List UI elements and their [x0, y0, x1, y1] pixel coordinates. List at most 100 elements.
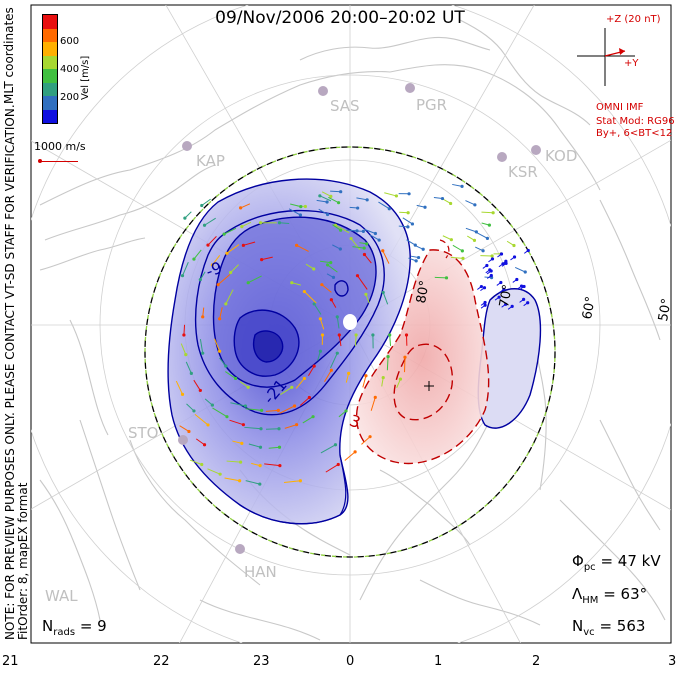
vector-origin — [307, 395, 311, 400]
vector-origin — [362, 252, 367, 257]
vector-origin — [407, 192, 411, 196]
velocity-vector — [481, 211, 494, 214]
velocity-vector — [194, 414, 209, 426]
lambda-value: = 63° — [603, 585, 648, 603]
vector-origin — [180, 274, 185, 278]
vector-origin — [192, 409, 196, 413]
velocity-vector — [321, 191, 332, 197]
vector-origin — [362, 246, 366, 250]
velocity-vector — [186, 403, 195, 412]
color-bar-segment — [43, 15, 57, 29]
vector-origin — [423, 205, 427, 209]
vector-origin — [318, 194, 322, 198]
vector-origin — [329, 194, 333, 198]
preview-note: NOTE: FOR PREVIEW PURPOSES ONLY. PLEASE … — [3, 104, 30, 640]
vector-origin — [510, 304, 514, 308]
vector-origin — [311, 415, 315, 419]
velocity-vector — [354, 334, 357, 347]
velocity-vector — [295, 378, 305, 389]
vector-origin — [260, 408, 264, 412]
velocity-vector — [207, 468, 221, 475]
vector-origin — [526, 301, 530, 305]
station-marker — [497, 152, 507, 162]
velocity-vector — [452, 183, 463, 187]
velocity-vector — [402, 217, 413, 225]
vector-origin — [225, 251, 229, 255]
vector-origin — [344, 409, 348, 413]
velocity-vector — [363, 228, 376, 234]
velocity-vector — [217, 273, 231, 286]
color-bar-segment — [43, 109, 57, 123]
vector-origin — [260, 258, 264, 262]
vector-origin — [241, 243, 245, 247]
vector-origin — [189, 371, 193, 375]
velocity-vector — [264, 463, 280, 467]
velocity-vector — [313, 303, 322, 315]
vector-origin — [364, 292, 368, 296]
velocity-vector — [261, 256, 273, 261]
vector-origin — [325, 212, 330, 217]
velocity-vector — [346, 229, 358, 232]
vector-origin — [491, 211, 495, 215]
velocity-vector — [370, 397, 376, 411]
vector-origin — [278, 464, 282, 468]
station-marker — [531, 145, 541, 155]
vector-origin — [461, 256, 465, 260]
fit-order-line: FitOrder: 8, mapEX format — [16, 482, 30, 640]
imf-dial — [577, 28, 635, 86]
vector-origin — [225, 415, 229, 419]
vector-origin — [258, 482, 262, 486]
vector-origin — [218, 472, 222, 476]
hm-boundary — [144, 146, 556, 558]
velocity-vector — [369, 234, 380, 241]
vector-origin — [335, 351, 339, 355]
vector-origin — [473, 203, 477, 207]
velocity-vector — [357, 275, 368, 290]
vector-origin — [449, 201, 453, 206]
color-bar-label: Vel [m/s] — [80, 55, 91, 100]
nvc-subscript: vc — [583, 627, 595, 638]
vector-origin — [240, 441, 244, 445]
vector-origin — [210, 263, 214, 267]
vector-origin — [243, 404, 248, 408]
vector-origin — [331, 275, 336, 279]
mlt-label-21: 21 — [2, 654, 19, 669]
velocity-vector — [389, 334, 392, 346]
radar-count: Nrads = 9 — [42, 617, 107, 638]
pole-marker — [343, 314, 357, 330]
vector-origin — [277, 427, 281, 431]
velocity-vector — [304, 291, 317, 304]
velocity-vector — [232, 440, 242, 444]
scale-vector-origin — [38, 159, 42, 163]
vector-origin — [302, 376, 306, 381]
vector-origin — [512, 255, 517, 259]
velocity-vector — [219, 307, 223, 319]
velocity-vector — [193, 379, 201, 391]
vector-origin — [192, 257, 196, 261]
velocity-vector — [204, 217, 216, 226]
vector-origin — [202, 443, 207, 447]
velocity-vector — [219, 357, 227, 367]
vector-origin — [180, 392, 185, 396]
velocity-vector — [224, 477, 240, 482]
vector-origin — [403, 355, 407, 359]
mlt-label-2: 2 — [532, 654, 541, 669]
velocity-vector — [465, 200, 476, 206]
vector-origin — [339, 228, 343, 232]
vector-origin — [259, 427, 263, 431]
velocity-vector — [290, 203, 301, 208]
color-bar-tick-200: 200 — [60, 92, 80, 103]
vector-origin — [499, 252, 504, 256]
vector-origin — [222, 232, 226, 236]
velocity-vector — [325, 464, 339, 473]
vector-origin — [487, 223, 492, 227]
velocity-vector — [465, 227, 477, 233]
vector-origin — [364, 374, 368, 378]
velocity-vector — [335, 224, 350, 234]
vector-origin — [356, 206, 360, 210]
station-label-sas: SAS — [330, 97, 360, 115]
velocity-vector — [243, 241, 256, 246]
vector-origin — [355, 229, 359, 233]
station-label-kod: KOD — [545, 147, 578, 165]
